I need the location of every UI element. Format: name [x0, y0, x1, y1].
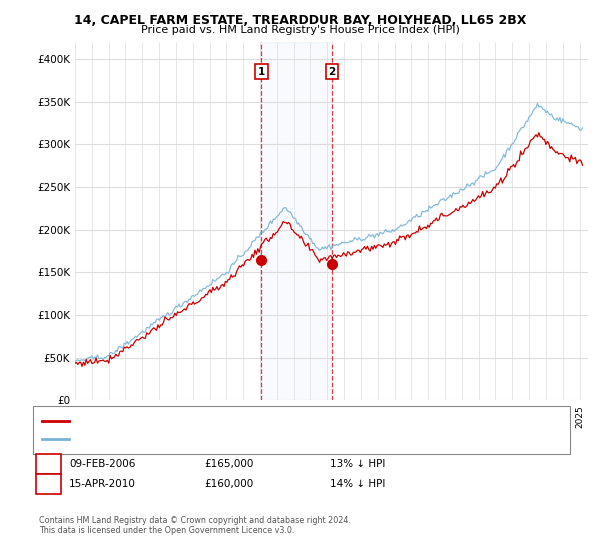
Text: This data is licensed under the Open Government Licence v3.0.: This data is licensed under the Open Gov… [39, 526, 295, 535]
Text: 1: 1 [45, 459, 52, 469]
Text: Price paid vs. HM Land Registry's House Price Index (HPI): Price paid vs. HM Land Registry's House … [140, 25, 460, 35]
Text: Contains HM Land Registry data © Crown copyright and database right 2024.: Contains HM Land Registry data © Crown c… [39, 516, 351, 525]
Text: 2: 2 [45, 479, 52, 489]
Text: 14, CAPEL FARM ESTATE, TREARDDUR BAY, HOLYHEAD, LL65 2BX (detached house): 14, CAPEL FARM ESTATE, TREARDDUR BAY, HO… [75, 416, 435, 425]
Text: HPI: Average price, detached house, Isle of Anglesey: HPI: Average price, detached house, Isle… [75, 435, 303, 444]
Text: 1: 1 [258, 67, 265, 77]
Text: £160,000: £160,000 [204, 479, 253, 489]
Text: 2: 2 [329, 67, 336, 77]
Bar [262, 42, 332, 400]
Text: 14% ↓ HPI: 14% ↓ HPI [330, 479, 385, 489]
Text: £165,000: £165,000 [204, 459, 253, 469]
Text: 14, CAPEL FARM ESTATE, TREARDDUR BAY, HOLYHEAD, LL65 2BX: 14, CAPEL FARM ESTATE, TREARDDUR BAY, HO… [74, 14, 526, 27]
Text: 09-FEB-2006: 09-FEB-2006 [69, 459, 136, 469]
Text: 15-APR-2010: 15-APR-2010 [69, 479, 136, 489]
Text: 13% ↓ HPI: 13% ↓ HPI [330, 459, 385, 469]
